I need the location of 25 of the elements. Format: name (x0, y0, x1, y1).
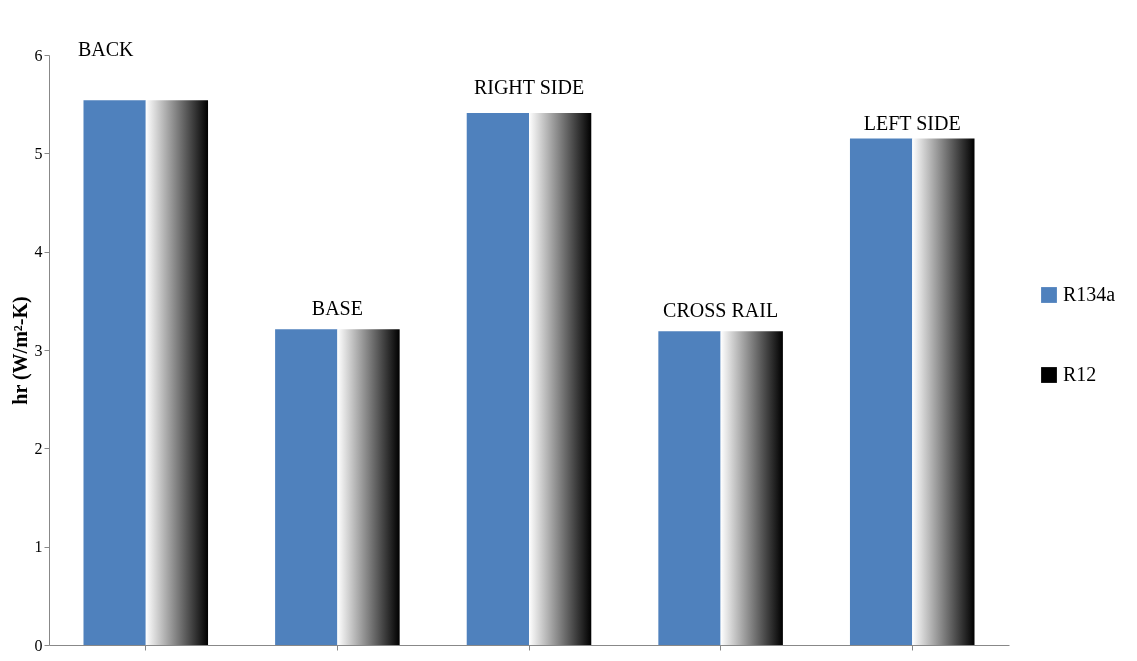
annotation: BACK (77, 38, 135, 61)
bar (275, 329, 338, 645)
bar (529, 113, 592, 645)
y-tick-label: 3 (34, 341, 43, 359)
y-tick-label: 4 (34, 243, 43, 261)
y-tick-label: 0 (34, 636, 43, 654)
y-tick-label: 2 (34, 439, 43, 457)
y-tick-label: 5 (34, 144, 43, 162)
bar (658, 331, 721, 645)
annotation: LEFT SIDE (863, 111, 961, 134)
bar (145, 100, 209, 645)
y-tick-label: 1 (34, 538, 43, 556)
bar (912, 138, 975, 645)
bar (849, 138, 913, 645)
bar (337, 329, 400, 645)
annotation: RIGHT SIDE (473, 76, 585, 99)
y-tick-label: 6 (34, 46, 43, 64)
legend-label: R12 (1063, 363, 1097, 385)
bar (83, 100, 146, 645)
legend-label: R134a (1063, 283, 1116, 305)
annotation: CROSS RAIL (663, 299, 779, 322)
bar (466, 113, 529, 645)
y-axis-title: hr (W/m²-K) (8, 296, 32, 405)
bar (720, 331, 783, 645)
annotation: BASE (311, 297, 363, 320)
